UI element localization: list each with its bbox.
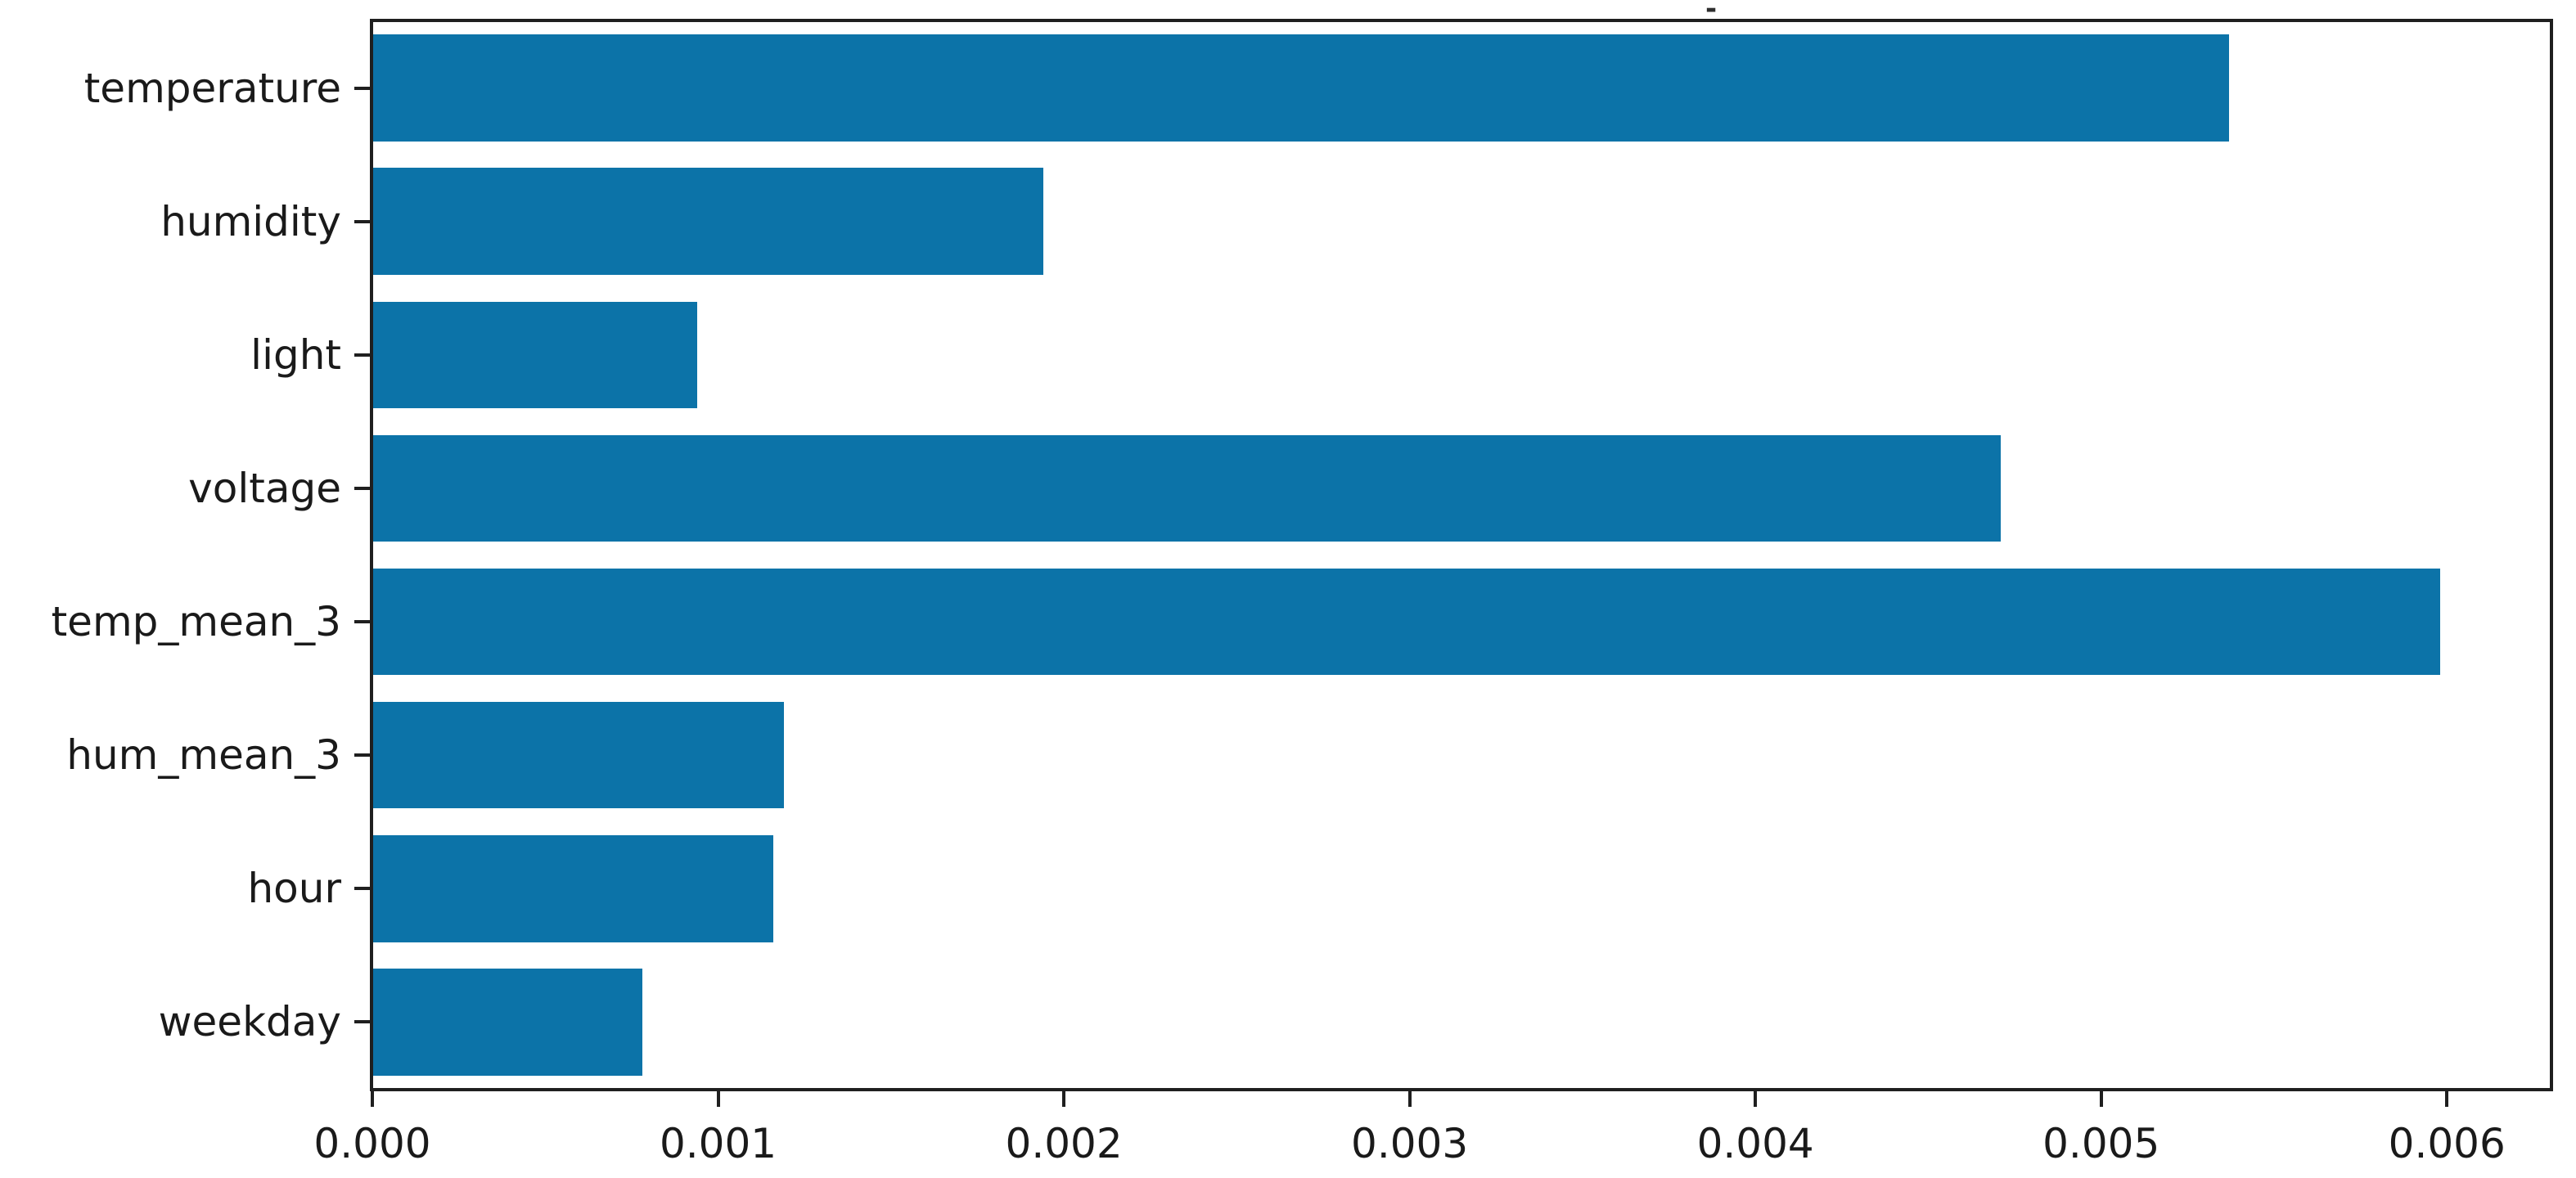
y-tick-label-temperature: temperature — [83, 64, 341, 112]
y-tick-mark — [354, 753, 372, 758]
x-tick-mark — [1407, 1089, 1412, 1107]
bar-hour — [372, 835, 774, 942]
bar-hum_mean_3 — [372, 701, 784, 809]
x-tick-label-0.001: 0.001 — [659, 1120, 777, 1167]
x-tick-mark — [1754, 1089, 1758, 1107]
y-tick-label-hour: hour — [247, 865, 341, 913]
y-tick-mark — [354, 353, 372, 357]
bar-temperature — [372, 34, 2230, 142]
y-tick-mark — [354, 887, 372, 891]
y-tick-label-hum_mean_3: hum_mean_3 — [66, 731, 341, 780]
x-tick-label-0.004: 0.004 — [1696, 1120, 1814, 1167]
x-tick-label-0.006: 0.006 — [2388, 1120, 2506, 1167]
x-tick-mark — [2099, 1089, 2103, 1107]
y-tick-mark — [354, 86, 372, 90]
y-tick-label-voltage: voltage — [188, 464, 341, 512]
x-tick-label-0.000: 0.000 — [313, 1120, 431, 1167]
y-tick-mark — [354, 486, 372, 490]
y-tick-mark — [354, 219, 372, 223]
x-tick-label-0.005: 0.005 — [2042, 1120, 2160, 1167]
chart-title-mark: - — [1705, 0, 1718, 25]
x-tick-mark — [716, 1089, 720, 1107]
x-tick-mark — [371, 1089, 374, 1107]
y-tick-label-light: light — [250, 330, 341, 379]
bar-temp_mean_3 — [372, 568, 2440, 676]
x-tick-mark — [1062, 1089, 1066, 1107]
y-tick-label-temp_mean_3: temp_mean_3 — [51, 598, 341, 646]
y-tick-mark — [354, 1020, 372, 1024]
x-tick-label-0.002: 0.002 — [1005, 1120, 1123, 1167]
bar-light — [372, 301, 698, 409]
bar-weekday — [372, 969, 642, 1076]
bar-voltage — [372, 434, 2002, 542]
bar-humidity — [372, 168, 1043, 275]
y-tick-label-humidity: humidity — [160, 197, 341, 245]
y-tick-mark — [354, 620, 372, 624]
y-tick-label-weekday: weekday — [158, 998, 341, 1046]
x-tick-mark — [2445, 1089, 2449, 1107]
x-tick-label-0.003: 0.003 — [1351, 1120, 1469, 1167]
